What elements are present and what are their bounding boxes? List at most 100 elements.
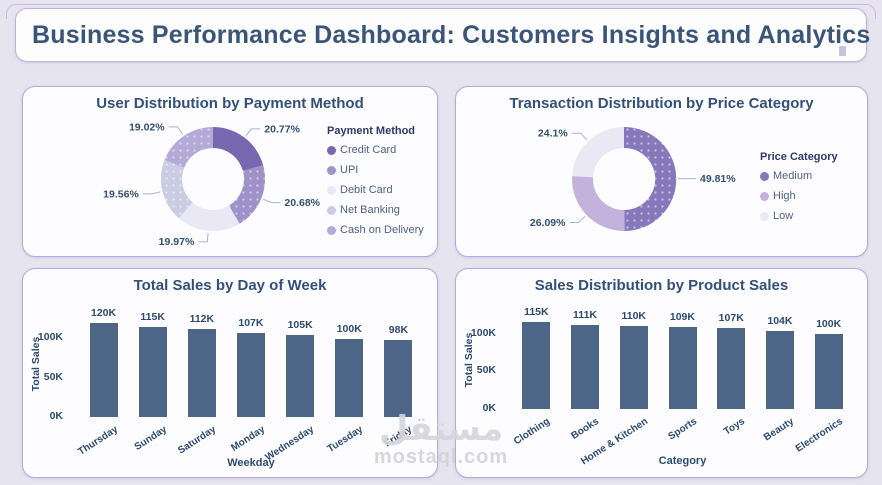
donut-percent-label: 19.56% — [103, 188, 139, 200]
slice-dot-texture — [228, 165, 266, 224]
legend-price: Price Category Medium High Low — [760, 113, 867, 256]
legend-color-dot — [760, 211, 769, 221]
label-leader-line — [262, 198, 281, 204]
legend-item-debit-card[interactable]: Debit Card — [327, 184, 437, 196]
legend-item-label: Debit Card — [340, 184, 393, 196]
y-tick-label: 100K — [470, 326, 496, 339]
legend-item-credit-card[interactable]: Credit Card — [327, 144, 437, 156]
donut-percent-label: 19.02% — [129, 121, 165, 133]
bar-sports[interactable] — [668, 326, 697, 409]
x-axis-title: Weekday — [227, 457, 275, 469]
bar-beauty[interactable] — [765, 330, 794, 409]
bar-chart-weekday: Total Sales 100K 50K 0K 120K Thursday 115K Sund… — [23, 269, 437, 477]
label-leader-line — [571, 132, 588, 141]
donut-slice-debit-card[interactable] — [178, 202, 240, 232]
legend-title: Payment Method — [327, 125, 416, 137]
legend-item-label: Credit Card — [340, 144, 397, 156]
slice-dot-texture — [164, 126, 213, 168]
panel-payment-method: User Distribution by Payment Method 20.7… — [22, 86, 438, 257]
legend-color-dot — [327, 165, 336, 175]
bar-books[interactable] — [571, 325, 600, 409]
legend-payment: Payment Method Credit Card UPI Debit Card Ne… — [327, 113, 437, 256]
bar-friday[interactable] — [384, 340, 413, 417]
bar-wednesday[interactable] — [286, 334, 315, 417]
bar-chart-category: Total Sales 100K 50K 0K 115K Clothing 111K Book… — [456, 269, 867, 477]
label-leader-line — [245, 128, 261, 137]
bar-value-label: 104K — [767, 314, 793, 327]
donut-percent-label: 20.77% — [264, 123, 300, 135]
bar-tuesday[interactable] — [335, 338, 364, 417]
bar-saturday[interactable] — [187, 329, 216, 417]
bar-sunday[interactable] — [138, 326, 167, 417]
panel-price-category: Transaction Distribution by Price Catego… — [455, 86, 868, 257]
panel-weekday-sales: Total Sales by Day of Week Total Sales 10… — [22, 268, 438, 478]
slice-dot-texture — [624, 126, 677, 231]
bar-value-label: 100K — [816, 317, 842, 330]
y-tick-label: 100K — [37, 331, 63, 344]
donut-percent-label: 24.1% — [538, 128, 568, 140]
chart-title-price: Transaction Distribution by Price Catego… — [509, 95, 814, 112]
donut-percent-label: 26.09% — [530, 217, 566, 229]
bar-value-label: 115K — [524, 306, 549, 319]
donut-svg: 20.77% 20.68% 19.97% 19.56% 19.02% — [103, 121, 321, 248]
legend-color-dot — [327, 225, 336, 235]
chart-title-weekday: Total Sales by Day of Week — [133, 277, 327, 294]
donut-slice-credit-card[interactable] — [213, 126, 264, 171]
bar-value-label: 111K — [573, 309, 597, 322]
donut-area-payment: 20.77% 20.68% 19.97% 19.56% 19.02% Payment M… — [23, 113, 437, 256]
donut-slice-high[interactable] — [572, 176, 625, 232]
bar-value-label: 107K — [718, 312, 744, 325]
bar-thursday[interactable] — [89, 322, 118, 417]
label-leader-line — [142, 191, 161, 195]
y-tick-label: 50K — [476, 364, 496, 377]
bar-value-label: 115K — [140, 310, 165, 323]
chart-title-category: Sales Distribution by Product Sales — [534, 277, 789, 294]
bar-value-label: 98K — [388, 324, 409, 337]
legend-item-high[interactable]: High — [760, 190, 867, 202]
legend-item-label: Medium — [773, 170, 813, 182]
legend-item-cash-on-delivery[interactable]: Cash on Delivery — [327, 224, 437, 236]
donut-chart-price: 49.81% 26.09% 24.1% — [464, 113, 760, 256]
legend-item-label: Low — [773, 210, 794, 222]
legend-color-dot — [327, 185, 336, 195]
dashboard-header: Business Performance Dashboard: Customer… — [15, 8, 870, 62]
bar-electronics[interactable] — [814, 333, 843, 409]
bar-clothing[interactable] — [522, 322, 551, 409]
bar-value-label: 105K — [287, 318, 313, 331]
legend-color-dot — [327, 145, 336, 155]
donut-percent-label: 20.68% — [284, 197, 320, 209]
donut-chart-payment: 20.77% 20.68% 19.97% 19.56% 19.02% — [31, 113, 327, 256]
header-handle[interactable] — [839, 46, 846, 56]
y-axis-title: Total Sales — [30, 336, 42, 392]
slice-dot-texture — [160, 159, 193, 219]
chart-title-payment: User Distribution by Payment Method — [96, 95, 364, 112]
y-tick-label: 50K — [43, 370, 63, 383]
legend-item-low[interactable]: Low — [760, 210, 867, 222]
bar-monday[interactable] — [237, 333, 265, 417]
bar-value-label: 109K — [669, 310, 695, 323]
x-axis-title: Category — [658, 455, 707, 467]
bar-value-label: 110K — [621, 310, 646, 323]
legend-item-net-banking[interactable]: Net Banking — [327, 204, 437, 216]
legend-item-upi[interactable]: UPI — [327, 164, 437, 176]
label-leader-line — [168, 126, 184, 135]
legend-item-medium[interactable]: Medium — [760, 170, 867, 182]
bar-value-label: 112K — [189, 313, 215, 326]
legend-item-label: Net Banking — [340, 204, 400, 216]
legend-color-dot — [760, 171, 769, 181]
bar-value-label: 100K — [336, 322, 362, 335]
donut-percent-label: 19.97% — [159, 236, 195, 248]
bar-toys[interactable] — [717, 328, 746, 409]
legend-item-label: UPI — [340, 164, 359, 176]
label-leader-line — [198, 232, 209, 243]
legend-color-dot — [327, 205, 336, 215]
label-leader-line — [569, 215, 586, 223]
y-tick-label: 0K — [49, 410, 63, 422]
legend-color-dot — [760, 191, 769, 201]
bar-home-kitchen[interactable] — [619, 326, 648, 409]
bar-value-label: 120K — [90, 306, 117, 319]
donut-slice-low[interactable] — [572, 127, 624, 178]
legend-item-label: Cash on Delivery — [340, 224, 424, 236]
legend-title: Price Category — [760, 151, 838, 163]
bar-value-label: 107K — [238, 317, 264, 329]
